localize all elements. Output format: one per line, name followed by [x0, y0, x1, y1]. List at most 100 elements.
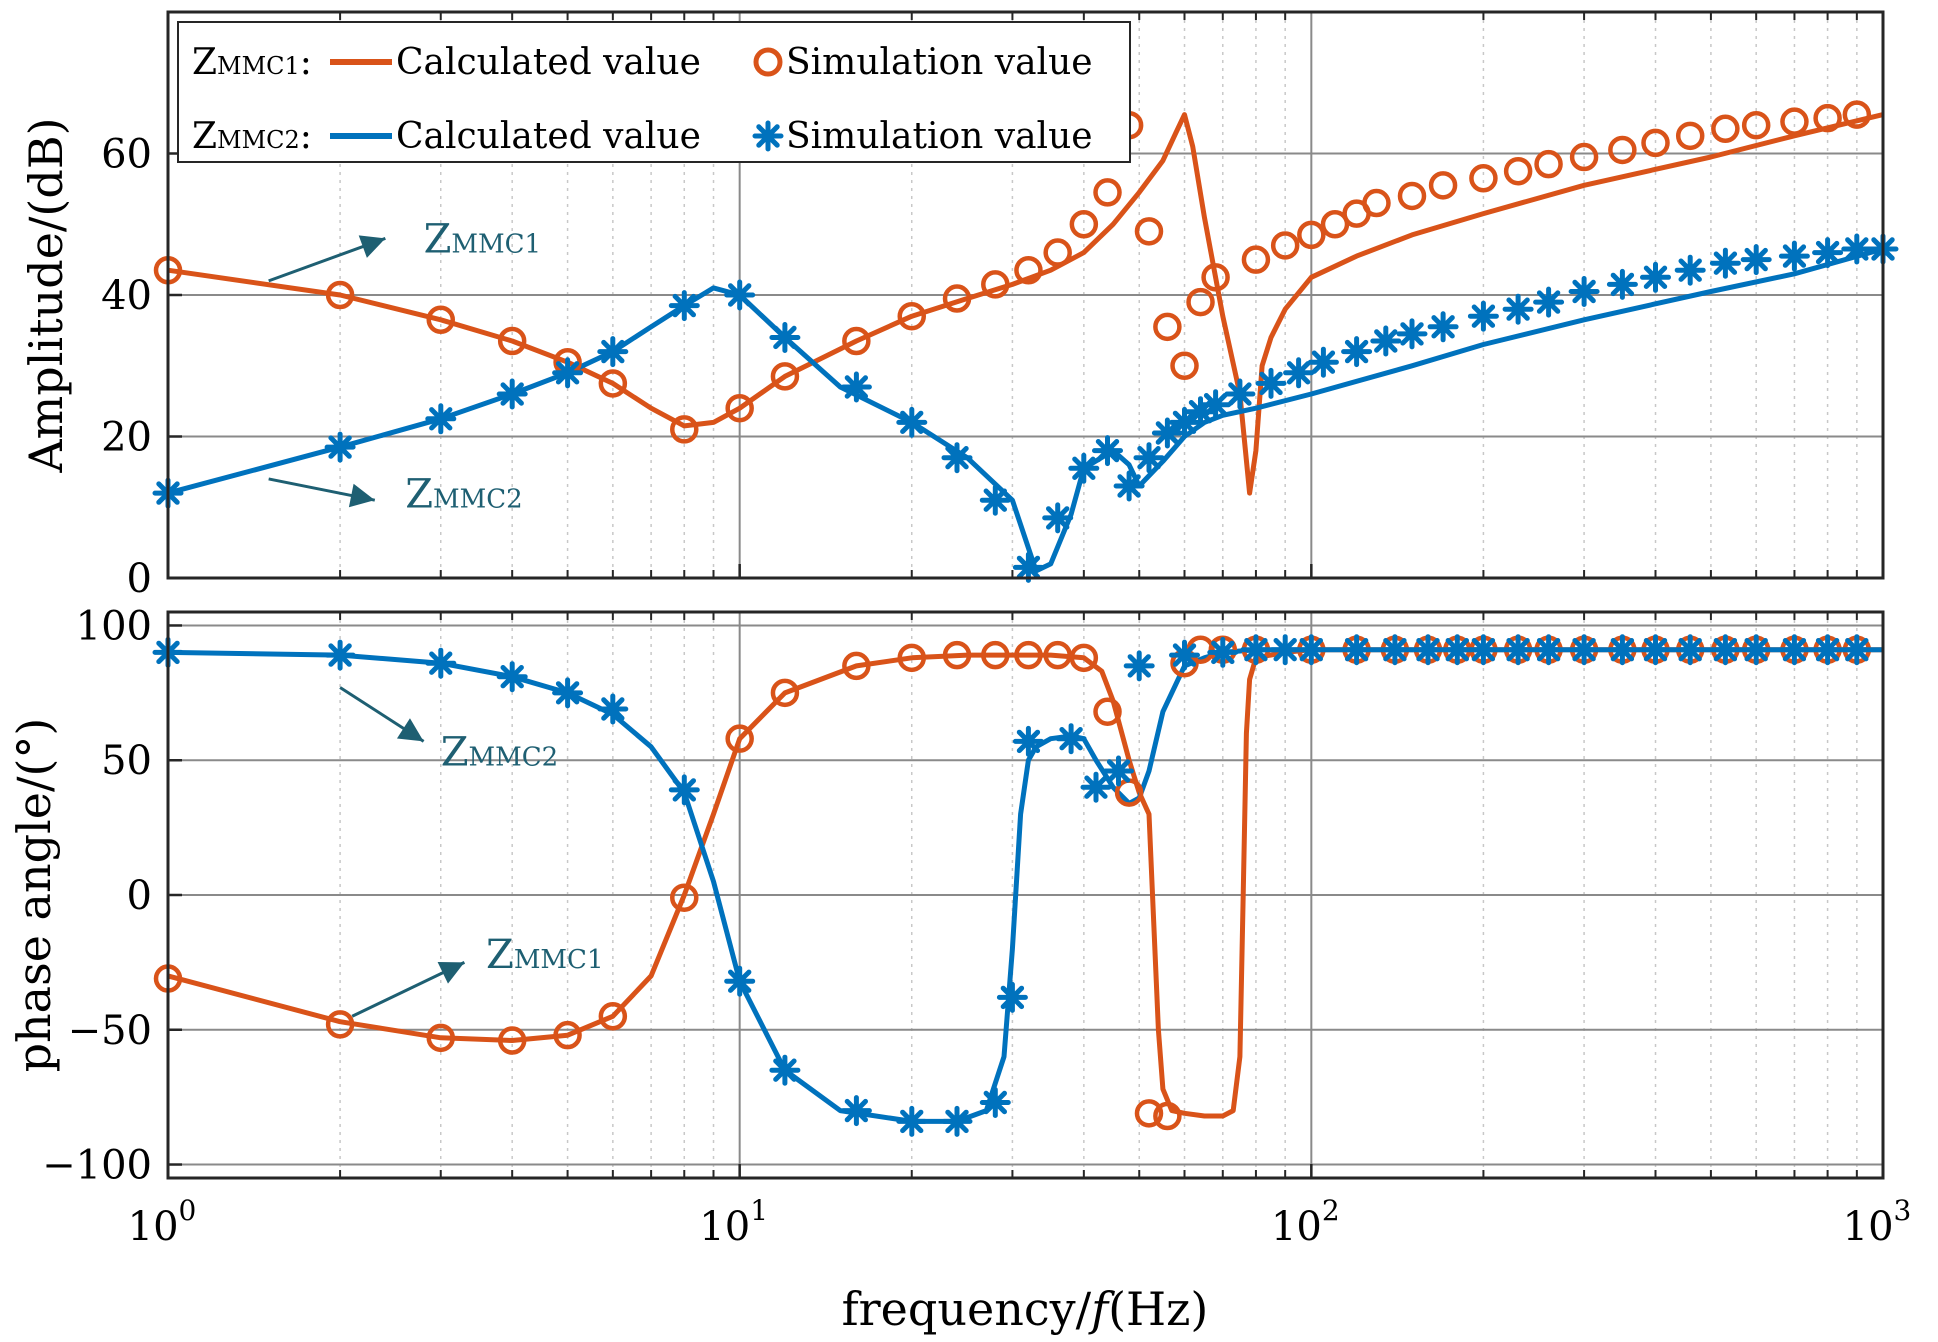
amplitude-axes-box	[166, 10, 1885, 580]
amp-circle-marker	[1428, 171, 1458, 200]
amp-asterisk-marker	[1427, 311, 1459, 343]
annotation-label-main: Z	[424, 217, 452, 263]
amp-circle-marker	[1170, 351, 1199, 380]
ph-asterisk-marker	[996, 981, 1028, 1013]
amp-asterisk-marker	[1341, 336, 1373, 368]
amp-circle-marker	[1093, 178, 1122, 207]
legend-row1-colon: :	[300, 42, 312, 83]
amp-circle-marker	[1397, 181, 1427, 211]
annotation-label: ZMMC2	[405, 471, 522, 517]
amp-circle-marker	[1641, 128, 1670, 158]
amp-circle-marker	[1270, 231, 1300, 260]
ph-asterisk-marker	[979, 1087, 1011, 1118]
ph-asterisk-marker	[941, 1105, 973, 1137]
phase-y-label: phase angle/(°)	[7, 718, 61, 1073]
ph-asterisk-marker	[1533, 634, 1565, 666]
amp-asterisk-marker	[1151, 417, 1183, 449]
amp-circle-marker	[725, 393, 754, 423]
amp-asterisk-marker	[1568, 276, 1600, 307]
ph-asterisk-marker	[1269, 634, 1301, 666]
amp-asterisk-marker	[1113, 470, 1145, 502]
ph-asterisk-marker	[1778, 634, 1810, 666]
legend-row2-marker-swatch	[752, 120, 784, 152]
ph-asterisk-marker	[1502, 634, 1534, 666]
amp-asterisk-marker	[1283, 357, 1315, 389]
ph-asterisk-marker	[425, 647, 457, 679]
amp-asterisk-marker	[1307, 346, 1339, 378]
y-tick-label: −100	[42, 1143, 152, 1189]
ph-asterisk-marker	[1123, 650, 1155, 682]
amp-asterisk-marker	[1042, 502, 1074, 534]
amp-circle-marker	[1241, 245, 1271, 274]
amplitude-y-label: Amplitude/(dB)	[19, 117, 73, 473]
legend-row2-colon: :	[300, 116, 312, 157]
amp-asterisk-marker	[1224, 378, 1256, 410]
amp-asterisk-marker	[724, 279, 756, 311]
annotation-label: ZMMC2	[441, 730, 558, 776]
x-tick-label: 101	[699, 1194, 768, 1250]
x-axis-label: frequency/f(Hz)	[842, 1282, 1209, 1336]
amp-circle-marker	[497, 326, 527, 356]
amp-circle-marker	[1569, 142, 1599, 172]
phase-axes-box	[166, 610, 1885, 1180]
ph-asterisk-marker	[1441, 634, 1473, 666]
ph-circle-marker	[1134, 1099, 1164, 1128]
annotation-arrow-head	[358, 235, 386, 258]
legend: ZMMC1: Calculated value Simulation value…	[177, 21, 1131, 163]
legend-row1-sub: MMC1	[217, 52, 300, 80]
amp-circle-marker	[670, 415, 699, 444]
amp-circle-marker	[1503, 156, 1533, 186]
ph-asterisk-marker	[1606, 634, 1638, 666]
legend-row1-line-label: Calculated value	[396, 42, 701, 83]
amp-circle-marker	[1043, 238, 1072, 267]
ph-circle-marker	[770, 678, 800, 708]
amp-asterisk-marker	[1841, 233, 1873, 265]
legend-row2-sub: MMC2	[217, 126, 300, 154]
x-tick-exponent: 2	[1322, 1194, 1340, 1227]
y-tick-label: −50	[68, 1008, 152, 1054]
amp-asterisk-marker	[979, 484, 1011, 516]
amp-circle-marker	[1780, 107, 1809, 136]
ph-asterisk-marker	[1103, 755, 1134, 787]
ph-circle-marker	[553, 1020, 582, 1050]
amp-asterisk-marker	[1092, 435, 1123, 467]
ph-circle-marker	[897, 643, 927, 673]
annotation-label: ZMMC1	[486, 932, 603, 978]
amp-circle-marker	[770, 362, 800, 391]
legend-row2-marker-label: Simulation value	[786, 116, 1093, 157]
legend-row1-label: ZMMC1:	[192, 42, 312, 83]
amp-circle-marker	[598, 369, 628, 398]
amp-asterisk-marker	[496, 378, 528, 410]
annotation-arrow-head	[348, 483, 375, 508]
annotation-label-main: Z	[441, 730, 469, 776]
phase-annotations: ZMMC2 ZMMC1	[339, 686, 604, 1018]
ph-asterisk-marker	[496, 661, 528, 693]
ph-asterisk-marker	[1674, 634, 1706, 666]
ph-circle-marker	[942, 640, 972, 670]
amp-asterisk-marker	[840, 371, 872, 403]
ph-asterisk-marker	[769, 1054, 801, 1086]
x-tick-label: 100	[128, 1194, 197, 1250]
amp-circle-marker	[426, 305, 456, 335]
legend-row1-main: Z	[192, 42, 217, 83]
amp-asterisk-marker	[1133, 442, 1165, 474]
amp-asterisk-marker	[1674, 254, 1706, 286]
x-tick-exponent: 3	[1894, 1194, 1912, 1227]
legend-row2-asterisk-icon	[752, 120, 784, 152]
ph-circle-marker	[325, 1010, 355, 1039]
annotation-arrow-head	[437, 961, 465, 984]
amp-circle-marker	[1134, 217, 1164, 246]
amp-asterisk-marker	[1012, 551, 1044, 583]
amp-asterisk-marker	[1533, 286, 1565, 318]
amp-asterisk-marker	[668, 290, 700, 322]
x-tick-exponent: 1	[750, 1194, 768, 1227]
amp-circle-marker	[1014, 255, 1043, 285]
ph-circle-marker	[1043, 640, 1072, 670]
y-tick-label: 100	[76, 603, 152, 649]
amp-asterisk-marker	[1812, 237, 1844, 269]
ph-asterisk-marker	[324, 639, 356, 671]
